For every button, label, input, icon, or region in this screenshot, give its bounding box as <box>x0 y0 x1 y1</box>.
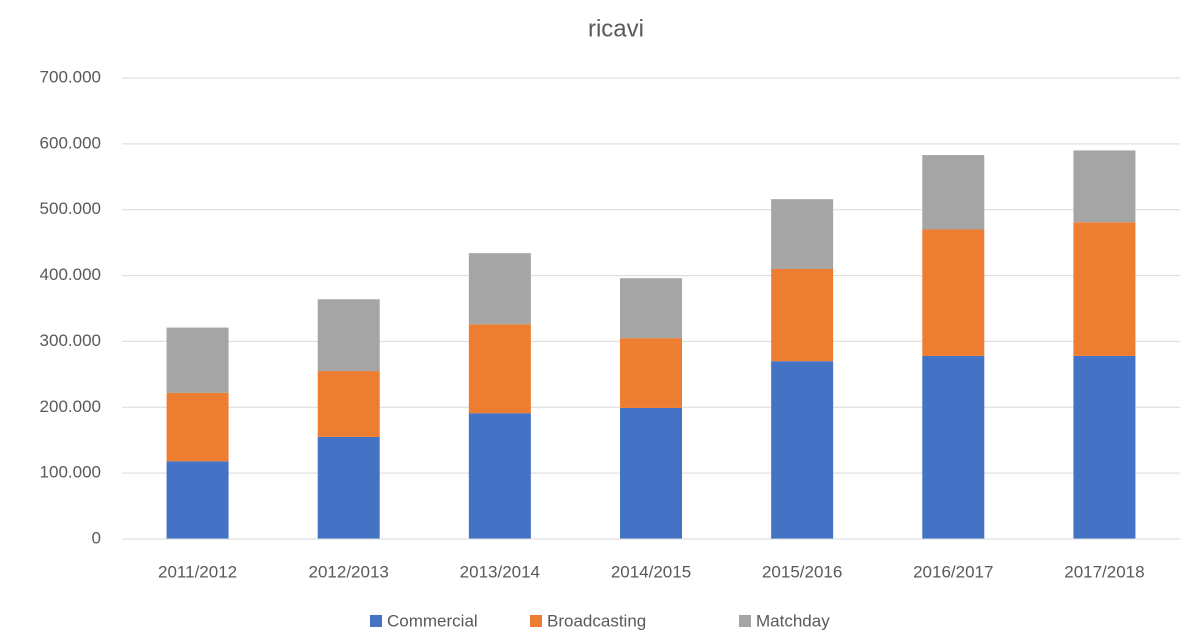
bar-segment <box>317 371 380 437</box>
x-tick-label: 2012/2013 <box>309 562 389 581</box>
bar-segment <box>166 327 229 393</box>
x-tick-label: 2013/2014 <box>460 562 540 581</box>
y-tick-label: 100.000 <box>40 463 101 482</box>
legend-swatch <box>370 615 382 627</box>
x-tick-label: 2016/2017 <box>913 562 993 581</box>
bar-segment <box>620 407 682 539</box>
bar-segment <box>922 155 985 230</box>
x-tick-label: 2014/2015 <box>611 562 691 581</box>
legend-label: Broadcasting <box>547 611 646 630</box>
bar-segment <box>468 324 531 414</box>
bar-segment <box>922 229 985 356</box>
y-tick-label: 600.000 <box>40 133 101 152</box>
legend-swatch <box>739 615 751 627</box>
x-tick-label: 2015/2016 <box>762 562 842 581</box>
bar-segment <box>1073 355 1136 539</box>
x-tick-label: 2017/2018 <box>1064 562 1144 581</box>
y-tick-label: 400.000 <box>40 265 101 284</box>
bar-segment <box>1073 222 1136 356</box>
y-tick-label: 700.000 <box>40 67 101 86</box>
bar-segment <box>620 338 682 408</box>
y-tick-label: 500.000 <box>40 199 101 218</box>
y-tick-label: 300.000 <box>40 331 101 350</box>
bar-segment <box>1073 150 1136 223</box>
x-tick-label: 2011/2012 <box>158 562 237 581</box>
y-tick-label: 0 <box>92 528 101 547</box>
bar-segment <box>922 355 985 539</box>
bar-segment <box>468 253 531 325</box>
bar-segment <box>620 278 682 339</box>
y-tick-label: 200.000 <box>40 397 101 416</box>
bar-segment <box>771 199 834 269</box>
legend-swatch <box>530 615 542 627</box>
bar-segment <box>771 268 834 362</box>
bar-segment <box>317 436 380 539</box>
bar-segment <box>166 461 229 539</box>
bar-segment <box>166 392 229 462</box>
bar-segment <box>771 361 834 539</box>
legend-label: Commercial <box>387 611 478 630</box>
bar-segment <box>317 299 380 372</box>
legend-label: Matchday <box>756 611 830 630</box>
bar-segment <box>468 413 531 539</box>
chart-title: ricavi <box>588 15 644 42</box>
